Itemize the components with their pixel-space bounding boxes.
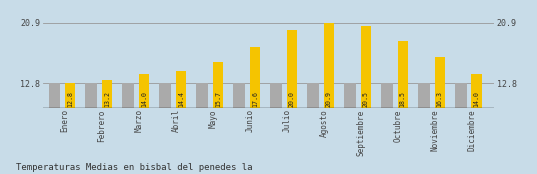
Bar [270,83,282,108]
Bar [434,57,445,108]
Bar [250,48,260,108]
Bar [65,83,75,108]
Bar [381,83,393,108]
Bar [287,30,297,108]
Text: 20.0: 20.0 [289,91,295,107]
Text: 14.0: 14.0 [141,91,147,107]
Text: 12.8: 12.8 [67,91,73,107]
Bar [324,23,334,108]
Bar [85,83,97,108]
Bar [455,83,467,108]
Bar [418,83,430,108]
Bar [159,83,171,108]
Bar [360,26,371,108]
Bar [471,74,482,108]
Bar [213,62,223,108]
Bar [101,80,112,108]
Text: 14.0: 14.0 [474,91,480,107]
Bar [122,83,134,108]
Bar [234,83,245,108]
Bar [176,71,186,108]
Bar [397,41,408,108]
Text: 20.5: 20.5 [362,91,369,107]
Bar [197,83,208,108]
Text: 17.6: 17.6 [252,91,258,107]
Text: 14.4: 14.4 [178,91,184,107]
Text: 18.5: 18.5 [400,91,406,107]
Bar [344,83,356,108]
Bar [307,83,319,108]
Text: 15.7: 15.7 [215,91,221,107]
Text: 20.9: 20.9 [326,91,332,107]
Text: Temperaturas Medias en bisbal del penedes la: Temperaturas Medias en bisbal del penede… [16,163,252,172]
Text: 13.2: 13.2 [104,91,110,107]
Bar [48,83,60,108]
Bar [139,74,149,108]
Text: 16.3: 16.3 [437,91,442,107]
